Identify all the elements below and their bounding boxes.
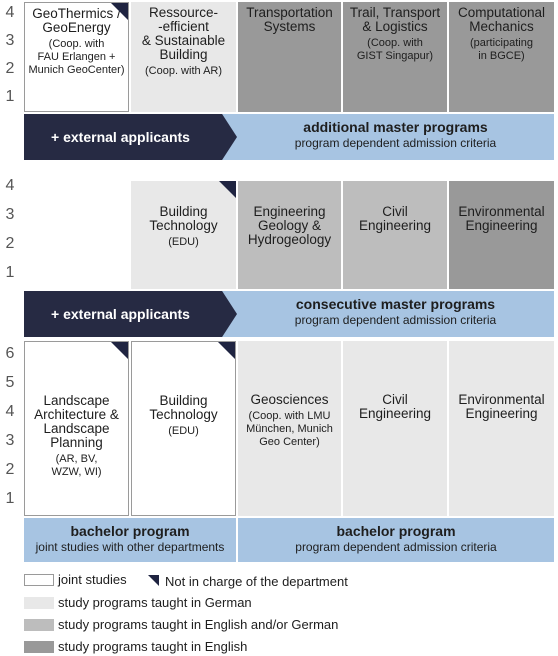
legend-swatch [24,619,54,631]
banner-subtitle: program dependent admission criteria [295,540,497,554]
semester-number: 6 [5,345,15,362]
program-box: Civil Engineering [343,341,447,516]
semester-number: 1 [5,88,15,105]
banner-title: consecutive master programs [295,296,496,312]
semester-number: 3 [5,32,15,49]
semester-number: 1 [5,490,15,507]
banner-title: bachelor program [336,523,456,539]
banner-title: additional master programs [303,119,488,135]
program-title: Landscape Architecture & Landscape Plann… [34,393,119,450]
program-box: Landscape Architecture & Landscape Plann… [24,341,129,516]
program-title: Geosciences [250,392,329,407]
program-title: Computational Mechanics [457,5,546,34]
program-title: Ressource- -efficient & Sustainable Buil… [141,5,226,62]
program-title: GeoThermics / GeoEnergy [32,6,121,35]
program-box: Environmental Engineering [449,181,554,289]
program-box: Civil Engineering [343,181,447,289]
legend-label: study programs taught in German [58,595,252,610]
program-note: (Coop. with AR) [144,65,223,77]
banner-subtitle: joint studies with other departments [35,540,225,554]
program-note: (Coop. with FAU Erlangen + Munich GeoCen… [28,38,125,76]
semester-number: 2 [5,235,15,252]
banner-subtitle: program dependent admission criteria [294,136,497,150]
program-title: Transportation Systems [246,5,333,34]
program-box: Geosciences (Coop. with LMU München, Muni… [238,341,341,516]
program-title: Environmental Engineering [458,392,545,421]
not-in-charge-marker [219,181,236,198]
legend-swatch [24,641,54,653]
legend-label: study programs taught in English and/or … [58,617,339,632]
semester-number: 4 [5,4,15,21]
banner-arrow-text: + external applicants [51,129,190,145]
banner-arrow-text: + external applicants [51,306,190,322]
banner-arrow: + external applicants [24,114,237,160]
program-title: Building Technology [149,204,218,233]
program-box: Transportation Systems [238,2,341,112]
legend-label: study programs taught in English [58,639,248,654]
not-in-charge-marker [111,342,128,359]
legend-swatch [24,574,54,586]
not-in-charge-marker [218,342,235,359]
legend-swatch [24,597,54,609]
program-box: Computational Mechanics (participating in… [449,2,554,112]
not-in-charge-marker [111,3,128,20]
legend-label: Not in charge of the department [165,574,348,589]
semester-number: 5 [5,374,15,391]
banner-bg [220,291,554,337]
program-note: (EDU) [168,425,199,437]
program-title: Building Technology [149,393,218,422]
program-note: (AR, BV, WZW, WI) [51,453,102,478]
semester-number: 3 [5,206,15,223]
semester-number: 4 [5,403,15,420]
program-box: GeoThermics / GeoEnergy (Coop. with FAU E… [24,2,129,112]
banner-arrow: + external applicants [24,291,237,337]
program-title: Environmental Engineering [458,204,545,233]
program-note: (participating in BGCE) [470,37,533,62]
program-box: Environmental Engineering [449,341,554,516]
banner-text: consecutive master programs program depen… [237,296,554,328]
semester-number: 4 [5,177,15,194]
semester-number: 2 [5,461,15,478]
program-title: Civil Engineering [358,204,432,233]
program-note: (Coop. with GIST Singapur) [356,37,434,62]
program-title: Engineering Geology & Hydrogeology [247,204,332,247]
legend-label: joint studies [58,572,127,587]
program-title: Trail, Transport & Logistics [349,5,441,34]
program-box: Engineering Geology & Hydrogeology [238,181,341,289]
program-note: (Coop. with LMU München, Munich Geo Cent… [246,410,333,448]
semester-number: 3 [5,432,15,449]
program-box: Building Technology (EDU) [131,341,236,516]
banner-title: bachelor program [70,523,190,539]
program-title: Civil Engineering [358,392,432,421]
program-box: Trail, Transport & Logistics (Coop. with … [343,2,447,112]
legend-triangle [148,575,159,586]
banner: bachelor program program dependent admiss… [238,518,554,562]
program-box: Ressource- -efficient & Sustainable Buil… [131,2,236,112]
semester-number: 2 [5,60,15,77]
banner-bg [220,114,554,160]
program-note: (EDU) [168,236,199,248]
banner-text: additional master programs program depend… [237,119,554,151]
banner: bachelor program joint studies with other… [24,518,236,562]
semester-number: 1 [5,264,15,281]
banner-subtitle: program dependent admission criteria [294,313,497,327]
program-box: Building Technology (EDU) [131,181,236,289]
